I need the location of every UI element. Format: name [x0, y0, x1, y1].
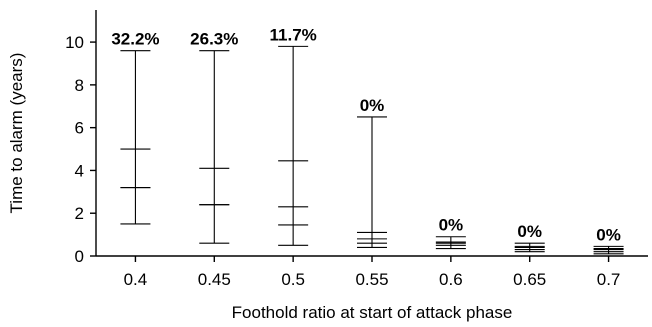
x-tick-label: 0.45: [198, 270, 231, 289]
y-tick-label: 2: [75, 204, 84, 223]
annotation-label: 0%: [596, 225, 621, 244]
box-0.55: [357, 116, 387, 248]
annotation-label: 32.2%: [111, 30, 159, 49]
x-tick-label: 0.55: [355, 270, 388, 289]
x-tick-label: 0.65: [513, 270, 546, 289]
y-ticks: 0 2 4 6 8 10: [65, 33, 96, 266]
box-0.5: [278, 45, 309, 246]
x-tick-label: 0.6: [439, 270, 463, 289]
annotation-label: 0%: [360, 96, 385, 115]
box-0.65: [514, 242, 545, 253]
plot-series: [120, 45, 624, 255]
x-ticks: 0.4 0.45 0.5 0.55 0.6 0.65 0.7: [124, 256, 621, 289]
box-0.7: [593, 245, 624, 255]
x-tick-label: 0.4: [124, 270, 148, 289]
y-tick-label: 10: [65, 33, 84, 52]
y-tick-label: 6: [75, 119, 84, 138]
box-0.4: [120, 50, 151, 225]
y-tick-label: 8: [75, 76, 84, 95]
annotation-label: 0%: [439, 216, 464, 235]
x-axis-title: Foothold ratio at start of attack phase: [232, 303, 513, 322]
annotation-label: 11.7%: [270, 25, 317, 44]
annotations: 32.2% 26.3% 11.7% 0% 0% 0% 0%: [111, 25, 621, 244]
box-0.45: [199, 50, 230, 244]
y-tick-label: 4: [75, 161, 84, 180]
x-tick-label: 0.5: [281, 270, 305, 289]
box-0.6: [435, 236, 466, 250]
annotation-label: 0%: [517, 222, 542, 241]
annotation-label: 26.3%: [190, 30, 238, 49]
y-axis-title: Time to alarm (years): [7, 53, 26, 214]
y-tick-label: 0: [75, 247, 84, 266]
x-tick-label: 0.7: [597, 270, 621, 289]
